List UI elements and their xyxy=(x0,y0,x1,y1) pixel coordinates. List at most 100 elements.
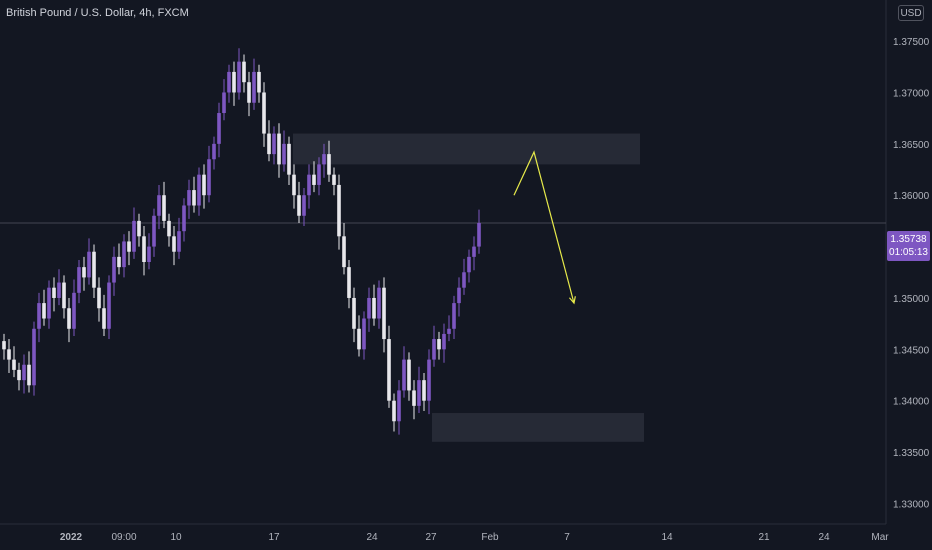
candle-body xyxy=(42,303,46,319)
candle-body xyxy=(467,256,471,273)
time-tick-label: Feb xyxy=(481,532,499,543)
price-tick-label: 1.36000 xyxy=(893,191,930,202)
candle-body xyxy=(327,154,331,175)
candle-body xyxy=(152,215,156,247)
candle-body xyxy=(442,333,446,350)
candle-body xyxy=(147,246,151,262)
time-tick-label: 21 xyxy=(758,532,770,543)
candle-body xyxy=(217,113,221,144)
candle-body xyxy=(32,328,36,386)
candle-body xyxy=(242,61,246,83)
candle-body xyxy=(417,380,421,406)
candle-body xyxy=(157,195,161,216)
chart-title: British Pound / U.S. Dollar, 4h, FXCM xyxy=(6,7,189,19)
candle-body xyxy=(22,364,26,381)
candle-body xyxy=(362,318,366,350)
arrow-head-icon xyxy=(568,296,576,305)
candle-body xyxy=(142,236,146,262)
candle-body xyxy=(7,349,11,360)
time-tick-label: 27 xyxy=(425,532,437,543)
time-tick-label: 10 xyxy=(170,532,182,543)
price-tick-label: 1.33000 xyxy=(893,499,930,510)
candle-body xyxy=(17,369,21,381)
candle-body xyxy=(282,143,286,165)
candle-body xyxy=(187,190,191,206)
candle-body xyxy=(432,339,436,360)
candle-body xyxy=(317,164,321,185)
candle-body xyxy=(372,297,376,319)
time-tick-label: 24 xyxy=(366,532,378,543)
candle-body xyxy=(102,308,106,329)
candle-body xyxy=(472,246,476,257)
candle-body xyxy=(477,222,481,247)
last-price-label: 1.35738 01:05:13 xyxy=(887,231,930,261)
time-tick-label: Mar xyxy=(871,532,889,543)
candle-body xyxy=(107,282,111,329)
candle-body xyxy=(437,339,441,350)
candle-body xyxy=(402,359,406,391)
candle-body xyxy=(447,328,451,334)
time-tick-label: 7 xyxy=(564,532,570,543)
candle-body xyxy=(337,184,341,237)
candle-body xyxy=(302,195,306,216)
price-tick-label: 1.33500 xyxy=(893,448,930,459)
projection-arrow[interactable] xyxy=(513,150,575,304)
time-tick-label: 2022 xyxy=(60,532,83,543)
candle-body xyxy=(192,190,196,206)
candle-body xyxy=(427,359,431,401)
candle-body xyxy=(392,400,396,422)
candle-body xyxy=(307,174,311,196)
candle-body xyxy=(462,272,466,288)
candle-body xyxy=(57,282,61,298)
candle-body xyxy=(322,154,326,165)
candle-body xyxy=(207,159,211,196)
price-zone-box[interactable] xyxy=(293,133,640,165)
candle-body xyxy=(132,220,136,252)
candle-body xyxy=(167,220,171,237)
candle-body xyxy=(332,174,336,185)
price-zone-box[interactable] xyxy=(432,413,644,442)
candle-body xyxy=(12,359,16,370)
candle-body xyxy=(247,82,251,103)
price-tick-label: 1.36500 xyxy=(893,140,930,151)
candle-body xyxy=(67,308,71,329)
candle-body xyxy=(297,195,301,216)
price-tick-label: 1.37500 xyxy=(893,37,930,48)
candle-body xyxy=(72,292,76,329)
candle-body xyxy=(37,303,41,329)
candle-body xyxy=(77,267,81,293)
candle-body xyxy=(112,256,116,283)
candle-body xyxy=(252,71,256,103)
time-tick-label: 09:00 xyxy=(111,532,136,543)
candle-body xyxy=(162,195,166,221)
candle-body xyxy=(257,71,261,93)
candle-body xyxy=(62,282,66,309)
candle-body xyxy=(397,390,401,422)
candle-body xyxy=(262,92,266,134)
candle-body xyxy=(457,287,461,304)
candle-body xyxy=(287,143,291,175)
last-price-value: 1.35738 xyxy=(890,234,927,245)
time-tick-label: 14 xyxy=(661,532,673,543)
candle-body xyxy=(277,133,281,165)
candle-body xyxy=(312,174,316,185)
candle-body xyxy=(82,267,86,278)
candle-body xyxy=(292,174,296,196)
candle-body xyxy=(202,174,206,196)
candle-body xyxy=(387,339,391,401)
candle-body xyxy=(117,256,121,268)
bar-countdown: 01:05:13 xyxy=(889,247,928,258)
candle-body xyxy=(412,390,416,406)
candle-body xyxy=(452,303,456,329)
candle-body xyxy=(197,174,201,206)
candle-body xyxy=(127,241,131,252)
candle-body xyxy=(47,287,51,319)
candle-body xyxy=(177,231,181,252)
candle-body xyxy=(92,251,96,288)
currency-button[interactable]: USD xyxy=(898,5,924,21)
price-tick-label: 1.34000 xyxy=(893,397,930,408)
price-tick-label: 1.37000 xyxy=(893,88,930,99)
candle-body xyxy=(172,236,176,252)
candle-body xyxy=(122,241,126,268)
